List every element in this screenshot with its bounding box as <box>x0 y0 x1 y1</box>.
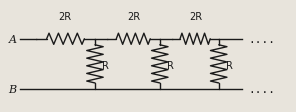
Text: R: R <box>167 60 174 70</box>
Text: B: B <box>8 84 17 94</box>
Text: ....: .... <box>248 84 275 94</box>
Text: A: A <box>9 34 17 44</box>
Text: ....: .... <box>248 34 275 44</box>
Text: 2R: 2R <box>189 12 202 22</box>
Text: 2R: 2R <box>58 12 71 22</box>
Text: 2R: 2R <box>127 12 140 22</box>
Text: R: R <box>102 60 109 70</box>
Text: R: R <box>226 60 233 70</box>
